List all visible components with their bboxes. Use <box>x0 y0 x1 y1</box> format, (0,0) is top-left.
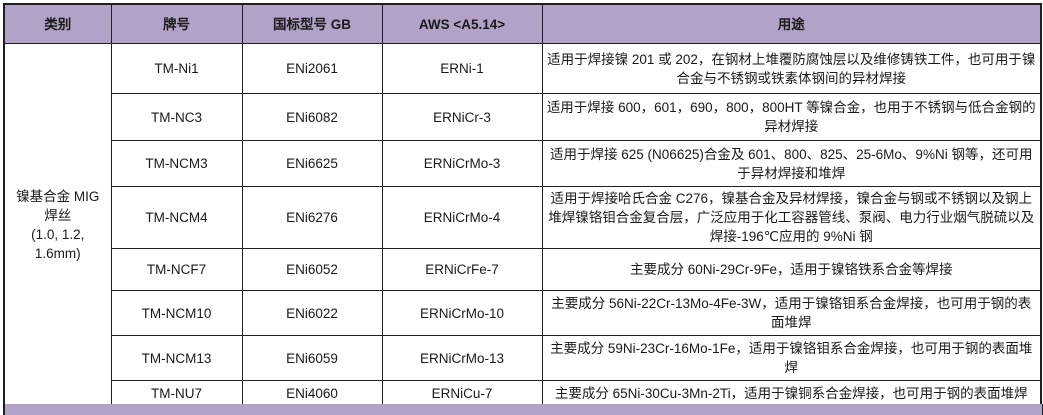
brand-cell: TM-NCM13 <box>110 335 243 381</box>
aws-cell: ERNiCrFe-7 <box>381 248 543 291</box>
gb-cell: ENi4060 <box>241 380 383 407</box>
usage-cell: 主要成分 60Ni-29Cr-9Fe，适用于镍铬铁系合金等焊接 <box>541 248 1042 291</box>
header-category: 类别 <box>3 3 112 44</box>
gb-cell: ENi2061 <box>241 43 383 94</box>
gb-cell: ENi6082 <box>241 93 383 141</box>
aws-cell: ERNiCu-7 <box>381 380 543 407</box>
category-cell: 镍基合金 MIG 焊丝 (1.0, 1.2, 1.6mm) <box>3 43 112 407</box>
brand-cell: TM-NCM10 <box>110 290 243 336</box>
aws-cell: ERNiCrMo-4 <box>381 186 543 249</box>
table-row: TM-NCM10 ENi6022 ERNiCrMo-10 主要成分 56Ni-2… <box>4 290 1042 336</box>
table-row: TM-NCF7 ENi6052 ERNiCrFe-7 主要成分 60Ni-29C… <box>4 248 1042 291</box>
gb-cell: ENi6625 <box>241 140 383 187</box>
brand-cell: TM-NC3 <box>110 93 243 141</box>
next-section-header-strip <box>3 404 1043 415</box>
usage-cell: 适用于焊接 625 (N06625)合金及 601、800、825、25-6Mo… <box>541 140 1042 187</box>
table-row: TM-NCM3 ENi6625 ERNiCrMo-3 适用于焊接 625 (N0… <box>4 140 1042 187</box>
aws-cell: ERNi-1 <box>381 43 543 94</box>
header-gb-standard: 国标型号 GB <box>241 3 383 44</box>
usage-cell: 主要成分 56Ni-22Cr-13Mo-4Fe-3W，适用于镍铬钼系合金焊接，也… <box>541 290 1042 336</box>
gb-cell: ENi6022 <box>241 290 383 336</box>
usage-cell: 适用于焊接哈氏合金 C276，镍基合金及异材焊接，镍合金与钢或不锈钢以及钢上堆焊… <box>541 186 1042 249</box>
header-aws: AWS <A5.14> <box>381 3 543 44</box>
header-usage: 用途 <box>541 3 1042 44</box>
usage-cell: 主要成分 59Ni-23Cr-16Mo-1Fe，适用于镍铬钼系合金焊接，也可用于… <box>541 335 1042 381</box>
table-row: TM-NC3 ENi6082 ERNiCr-3 适用于焊接 600，601，69… <box>4 93 1042 141</box>
table-header-row: 类别 牌号 国标型号 GB AWS <A5.14> 用途 <box>3 3 1042 44</box>
aws-cell: ERNiCr-3 <box>381 93 543 141</box>
table-row: 镍基合金 MIG 焊丝 (1.0, 1.2, 1.6mm) TM-Ni1 ENi… <box>3 43 1042 407</box>
aws-cell: ERNiCrMo-10 <box>381 290 543 336</box>
brand-cell: TM-NCM4 <box>110 186 243 249</box>
table-row: TM-NCM13 ENi6059 ERNiCrMo-13 主要成分 59Ni-2… <box>4 335 1042 381</box>
aws-cell: ERNiCrMo-3 <box>381 140 543 187</box>
table-row: TM-NCM4 ENi6276 ERNiCrMo-4 适用于焊接哈氏合金 C27… <box>4 186 1042 249</box>
aws-cell: ERNiCrMo-13 <box>381 335 543 381</box>
brand-cell: TM-NU7 <box>110 380 243 407</box>
brand-cell: TM-NCF7 <box>110 248 243 291</box>
usage-cell: 适用于焊接 600，601，690，800，800HT 等镍合金，也用于不锈钢与… <box>541 93 1042 141</box>
gb-cell: ENi6052 <box>241 248 383 291</box>
usage-cell: 适用于焊接镍 201 或 202，在钢材上堆覆防腐蚀层以及维修铸铁工件，也可用于… <box>541 43 1042 94</box>
brand-cell: TM-Ni1 <box>110 43 243 94</box>
brand-cell: TM-NCM3 <box>110 140 243 187</box>
usage-cell: 主要成分 65Ni-30Cu-3Mn-2Ti，适用于镍铜系合金焊接，也可用于钢的… <box>541 380 1042 407</box>
gb-cell: ENi6276 <box>241 186 383 249</box>
nickel-alloy-mig-wire-table: 类别 牌号 国标型号 GB AWS <A5.14> 用途 镍基合金 MIG 焊丝… <box>3 3 1042 408</box>
table-row: TM-NU7 ENi4060 ERNiCu-7 主要成分 65Ni-30Cu-3… <box>4 380 1042 407</box>
gb-cell: ENi6059 <box>241 335 383 381</box>
header-brand: 牌号 <box>110 3 243 44</box>
